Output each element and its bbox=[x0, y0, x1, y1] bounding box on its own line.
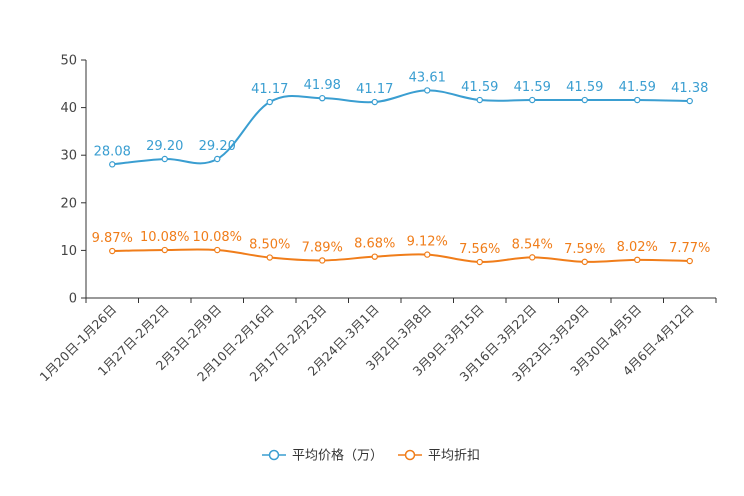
legend-marker bbox=[404, 449, 416, 461]
data-point bbox=[214, 155, 221, 163]
data-point bbox=[161, 246, 168, 254]
y-tick-label: 50 bbox=[60, 54, 77, 69]
y-tick-label: 30 bbox=[60, 149, 77, 164]
data-label: 29.20 bbox=[199, 139, 236, 154]
data-label: 10.08% bbox=[192, 230, 242, 245]
legend-label: 平均折扣 bbox=[428, 449, 480, 464]
data-label: 29.20 bbox=[146, 139, 183, 154]
data-label: 9.12% bbox=[407, 235, 448, 250]
data-point bbox=[686, 257, 693, 265]
data-label: 41.59 bbox=[461, 80, 498, 95]
data-point bbox=[266, 254, 273, 261]
data-point bbox=[319, 257, 326, 264]
data-label: 8.54% bbox=[512, 237, 553, 252]
data-label: 7.77% bbox=[669, 241, 710, 256]
data-point bbox=[109, 247, 116, 255]
data-label: 8.02% bbox=[617, 240, 658, 255]
data-point bbox=[109, 161, 116, 168]
y-tick-label: 10 bbox=[60, 244, 77, 259]
legend-label: 平均价格（万） bbox=[292, 448, 383, 464]
data-label: 10.08% bbox=[140, 230, 190, 245]
data-point bbox=[476, 258, 483, 266]
data-label: 41.59 bbox=[566, 80, 603, 95]
data-label: 41.59 bbox=[514, 80, 551, 95]
legend: 平均价格（万） 平均折扣 bbox=[262, 448, 480, 464]
data-point bbox=[529, 254, 536, 261]
data-point bbox=[634, 96, 641, 104]
data-label: 8.68% bbox=[354, 237, 395, 252]
y-tick-label: 0 bbox=[69, 292, 77, 307]
data-label: 41.59 bbox=[619, 80, 656, 95]
data-point bbox=[371, 253, 378, 260]
data-label: 7.89% bbox=[302, 240, 343, 255]
data-point bbox=[371, 98, 378, 106]
data-point bbox=[161, 155, 168, 163]
data-label: 7.56% bbox=[459, 242, 500, 257]
legend-marker bbox=[268, 449, 280, 461]
y-tick-label: 20 bbox=[60, 196, 77, 211]
series-layer bbox=[109, 87, 693, 266]
data-point bbox=[424, 87, 431, 94]
data-label: 41.38 bbox=[671, 81, 708, 96]
data-label: 43.61 bbox=[409, 70, 446, 85]
data-point bbox=[476, 96, 483, 104]
data-point bbox=[319, 94, 326, 102]
data-point bbox=[529, 96, 536, 104]
data-label: 7.59% bbox=[564, 242, 605, 257]
data-point bbox=[686, 97, 693, 105]
data-label: 41.17 bbox=[356, 82, 393, 97]
data-label: 8.50% bbox=[249, 238, 290, 253]
data-point bbox=[266, 98, 273, 106]
data-label: 41.98 bbox=[304, 78, 341, 93]
data-point bbox=[214, 246, 221, 254]
series-line-2 bbox=[112, 248, 690, 264]
data-label: 28.08 bbox=[94, 144, 131, 159]
data-point bbox=[581, 258, 588, 266]
data-point bbox=[424, 251, 431, 258]
data-label: 9.87% bbox=[92, 231, 133, 246]
data-point bbox=[581, 96, 588, 104]
data-labels: 28.08 29.20 29.20 41.17 41.98 41.17 43.61 41.59… bbox=[92, 70, 711, 257]
data-label: 41.17 bbox=[251, 82, 288, 97]
y-tick-label: 40 bbox=[60, 101, 77, 116]
data-point bbox=[634, 256, 641, 264]
